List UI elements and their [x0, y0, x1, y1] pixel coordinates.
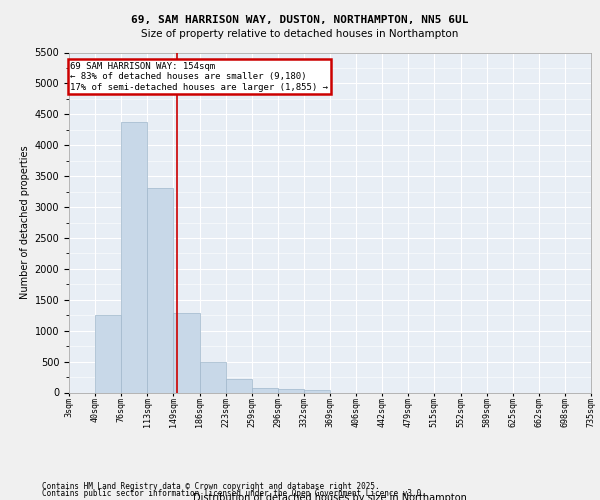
Bar [251, 388, 278, 392]
Bar [173, 314, 199, 392]
X-axis label: Distribution of detached houses by size in Northampton: Distribution of detached houses by size … [193, 494, 467, 500]
Bar [278, 389, 304, 392]
Bar [199, 362, 226, 392]
Y-axis label: Number of detached properties: Number of detached properties [20, 146, 31, 300]
Bar [304, 390, 330, 392]
Bar [121, 122, 148, 392]
Bar [95, 314, 121, 392]
Text: 69, SAM HARRISON WAY, DUSTON, NORTHAMPTON, NN5 6UL: 69, SAM HARRISON WAY, DUSTON, NORTHAMPTO… [131, 15, 469, 25]
Text: Contains public sector information licensed under the Open Government Licence v3: Contains public sector information licen… [42, 489, 426, 498]
Bar [148, 188, 173, 392]
Text: Contains HM Land Registry data © Crown copyright and database right 2025.: Contains HM Land Registry data © Crown c… [42, 482, 380, 491]
Bar [226, 379, 251, 392]
Text: 69 SAM HARRISON WAY: 154sqm
← 83% of detached houses are smaller (9,180)
17% of : 69 SAM HARRISON WAY: 154sqm ← 83% of det… [70, 62, 328, 92]
Text: Size of property relative to detached houses in Northampton: Size of property relative to detached ho… [142, 29, 458, 39]
